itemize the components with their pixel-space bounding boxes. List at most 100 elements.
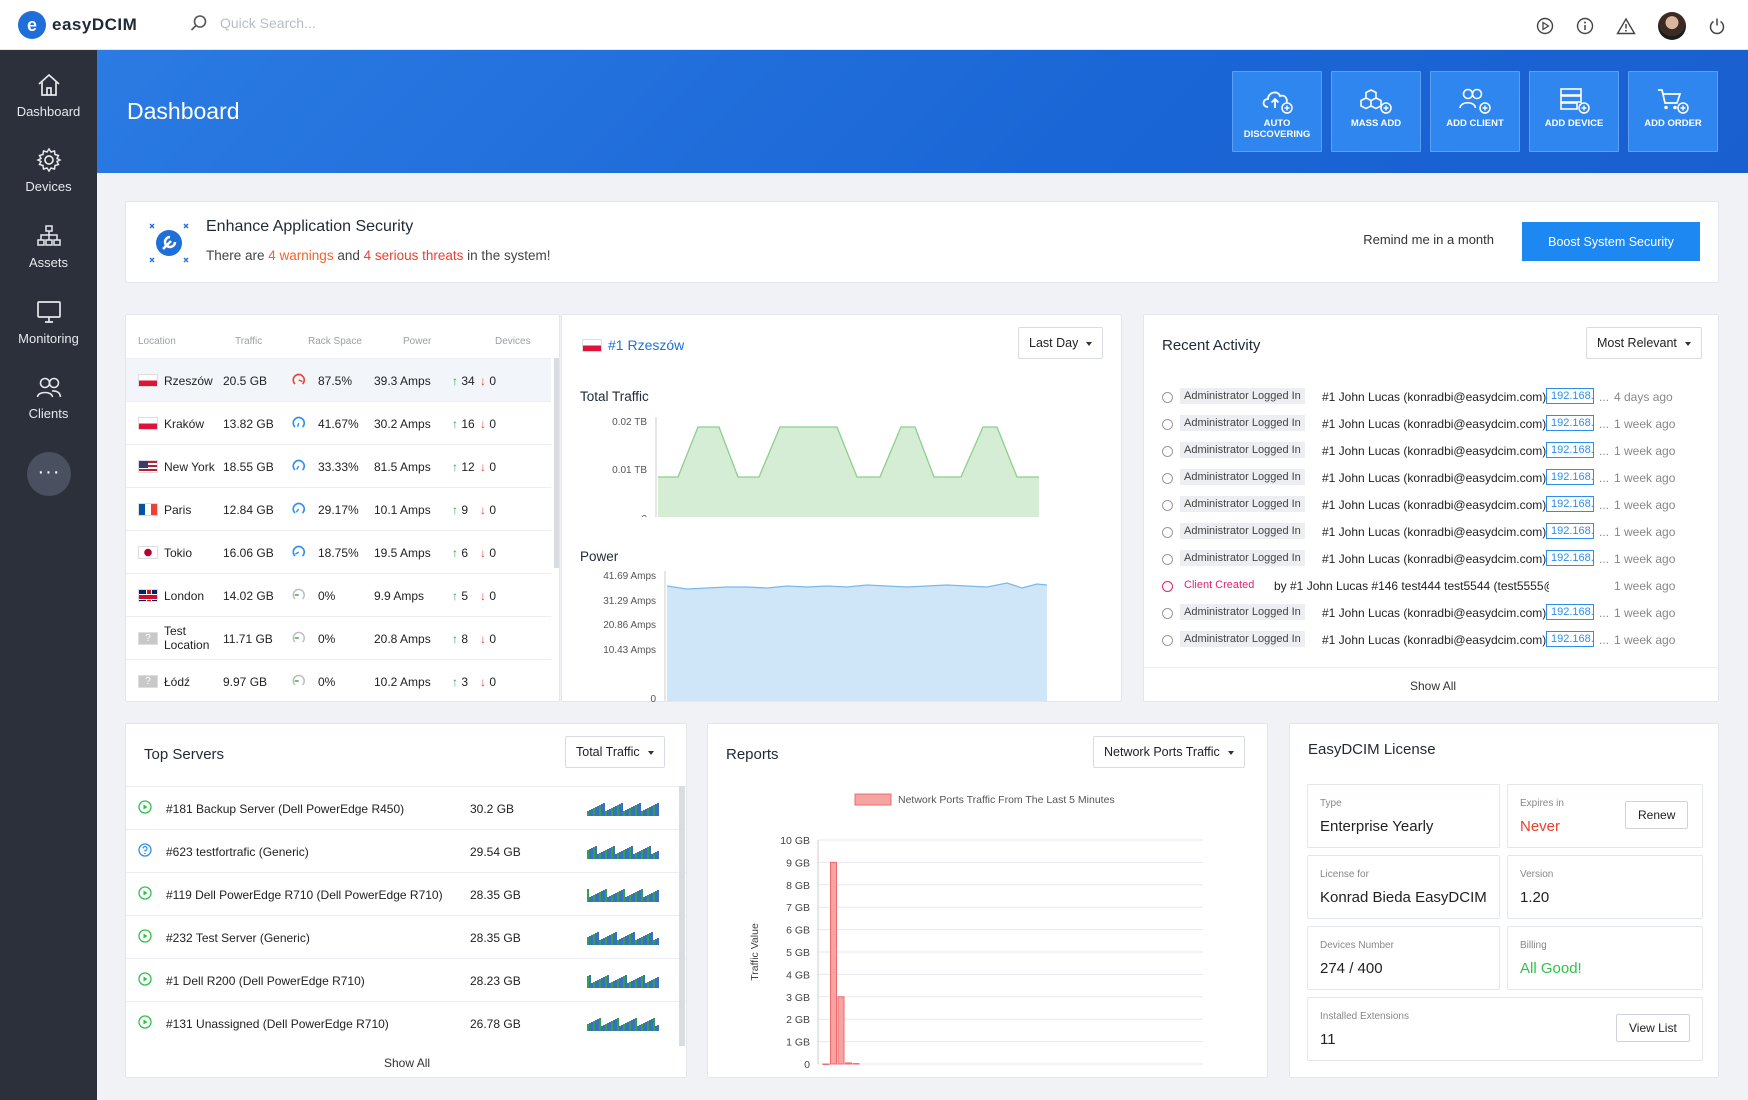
view-list-button[interactable]: View List [1616,1014,1690,1042]
location-name[interactable]: Test Location [164,624,224,652]
server-row[interactable]: #119 Dell PowerEdge R710 (Dell PowerEdge… [126,872,686,915]
server-name[interactable]: #1 Dell R200 (Dell PowerEdge R710) [166,974,365,988]
activity-ip[interactable]: 192.168.1.1 [1546,388,1594,404]
search-input[interactable] [220,15,420,31]
activity-row[interactable]: Administrator Logged In #1 John Lucas (k… [1162,630,1722,654]
location-row[interactable]: New York 18.55 GB 33.33% 81.5 Amps ↑ 12 … [126,444,551,487]
logo[interactable]: e easyDCIM [18,11,137,39]
activity-ip[interactable]: 192.168.1.1 [1546,631,1594,647]
renew-button[interactable]: Renew [1625,801,1688,829]
boost-security-button[interactable]: Boost System Security [1522,222,1700,261]
location-name[interactable]: Kraków [164,417,224,431]
server-name[interactable]: #623 testfortrafic (Generic) [166,845,309,859]
activity-user[interactable]: #1 John Lucas (konradbi@easydcim.com) [1322,606,1562,620]
play-circle-icon[interactable] [1536,17,1554,35]
location-row[interactable]: Paris 12.84 GB 29.17% 10.1 Amps ↑ 9 ↓ 0 [126,487,551,530]
avatar[interactable] [1658,12,1686,40]
auto-discovering-button[interactable]: AUTO DISCOVERING [1232,71,1322,152]
location-name[interactable]: New York [164,460,224,474]
activity-radio[interactable] [1162,608,1173,619]
location-name[interactable]: London [164,589,224,603]
activity-user[interactable]: #1 John Lucas (konradbi@easydcim.com) [1322,417,1562,431]
info-icon[interactable] [1576,17,1594,35]
warning-icon[interactable] [1616,17,1636,35]
activity-row[interactable]: Administrator Logged In #1 John Lucas (k… [1162,495,1722,519]
activity-radio[interactable] [1162,446,1173,457]
activity-user[interactable]: #1 John Lucas (konradbi@easydcim.com) [1322,552,1562,566]
top-servers-filter[interactable]: Total Traffic [565,736,665,768]
server-row[interactable]: #232 Test Server (Generic) 28.35 GB [126,915,686,958]
add-order-button[interactable]: ADD ORDER [1628,71,1718,152]
server-name[interactable]: #232 Test Server (Generic) [166,931,310,945]
threats-count[interactable]: 4 serious threats [364,248,464,263]
activity-radio[interactable] [1162,581,1173,592]
server-row[interactable]: #1 Dell R200 (Dell PowerEdge R710) 28.23… [126,958,686,1001]
activity-show-all[interactable]: Show All [1410,679,1456,693]
activity-row[interactable]: Administrator Logged In #1 John Lucas (k… [1162,522,1722,546]
server-row[interactable]: #181 Backup Server (Dell PowerEdge R450)… [126,786,686,829]
sidebar-item-devices[interactable]: Devices [0,147,97,194]
activity-row[interactable]: Administrator Logged In #1 John Lucas (k… [1162,414,1722,438]
warnings-count[interactable]: 4 warnings [268,248,333,263]
activity-ip[interactable]: 192.168.1.1 [1546,604,1594,620]
location-row[interactable]: Tokio 16.06 GB 18.75% 19.5 Amps ↑ 6 ↓ 0 [126,530,551,573]
add-client-button[interactable]: ADD CLIENT [1430,71,1520,152]
activity-ip[interactable]: 192.168.1.1 [1546,469,1594,485]
location-name[interactable]: Łódź [164,675,224,689]
scrollbar[interactable] [679,786,685,1046]
activity-row[interactable]: Administrator Logged In #1 John Lucas (k… [1162,549,1722,573]
activity-ip[interactable]: 192.168.1.1 [1546,442,1594,458]
activity-radio[interactable] [1162,635,1173,646]
server-row[interactable]: #623 testfortrafic (Generic) 29.54 GB [126,829,686,872]
activity-user[interactable]: #1 John Lucas (konradbi@easydcim.com) [1322,498,1562,512]
reports-filter[interactable]: Network Ports Traffic [1093,736,1245,768]
range-dropdown[interactable]: Last Day [1018,327,1103,359]
activity-row[interactable]: Administrator Logged In #1 John Lucas (k… [1162,441,1722,465]
server-row[interactable]: #131 Unassigned (Dell PowerEdge R710) 26… [126,1001,686,1044]
mass-add-button[interactable]: MASS ADD [1331,71,1421,152]
scrollbar[interactable] [554,358,560,568]
activity-ip[interactable]: 192.168.1.1 [1546,550,1594,566]
more-button[interactable]: ··· [27,452,71,496]
activity-radio[interactable] [1162,527,1173,538]
remind-later-link[interactable]: Remind me in a month [1363,232,1494,247]
location-row[interactable]: ? Łódź 9.97 GB 0% 10.2 Amps ↑ 3 ↓ 0 [126,659,551,702]
activity-row[interactable]: Administrator Logged In #1 John Lucas (k… [1162,387,1722,411]
location-name[interactable]: Tokio [164,546,224,560]
activity-user[interactable]: #1 John Lucas (konradbi@easydcim.com) [1322,390,1562,404]
activity-ip[interactable]: 192.168.1.1 [1546,496,1594,512]
activity-radio[interactable] [1162,554,1173,565]
location-row[interactable]: London 14.02 GB 0% 9.9 Amps ↑ 5 ↓ 0 [126,573,551,616]
activity-row[interactable]: Administrator Logged In #1 John Lucas (k… [1162,468,1722,492]
activity-row[interactable]: Administrator Logged In #1 John Lucas (k… [1162,603,1722,627]
sidebar-item-assets[interactable]: Assets [0,223,97,270]
location-name[interactable]: Paris [164,503,224,517]
activity-user[interactable]: by #1 John Lucas #146 test444 test5544 (… [1274,579,1549,593]
power-icon[interactable] [1708,17,1726,35]
activity-radio[interactable] [1162,500,1173,511]
activity-user[interactable]: #1 John Lucas (konradbi@easydcim.com) [1322,633,1562,647]
activity-radio[interactable] [1162,419,1173,430]
location-name[interactable]: Rzeszów [164,374,224,388]
servers-show-all[interactable]: Show All [384,1056,430,1070]
server-name[interactable]: #181 Backup Server (Dell PowerEdge R450) [166,802,404,816]
location-row[interactable]: Kraków 13.82 GB 41.67% 30.2 Amps ↑ 16 ↓ … [126,401,551,444]
server-name[interactable]: #119 Dell PowerEdge R710 (Dell PowerEdge… [166,888,443,902]
activity-user[interactable]: #1 John Lucas (konradbi@easydcim.com) [1322,444,1562,458]
location-row[interactable]: ? Test Location 11.71 GB 0% 20.8 Amps ↑ … [126,616,551,659]
activity-ip[interactable]: 192.168.1.1 [1546,523,1594,539]
sidebar-item-dashboard[interactable]: Dashboard [0,72,97,119]
sidebar-item-monitoring[interactable]: Monitoring [0,299,97,346]
activity-ip[interactable]: 192.168.1.1 [1546,415,1594,431]
location-name[interactable]: #1 Rzeszów [608,337,684,353]
activity-user[interactable]: #1 John Lucas (konradbi@easydcim.com) [1322,471,1562,485]
add-device-button[interactable]: ADD DEVICE [1529,71,1619,152]
activity-user[interactable]: #1 John Lucas (konradbi@easydcim.com) [1322,525,1562,539]
activity-row[interactable]: Client Created by #1 John Lucas #146 tes… [1162,576,1722,600]
activity-radio[interactable] [1162,392,1173,403]
sidebar-item-clients[interactable]: Clients [0,374,97,421]
location-row[interactable]: Rzeszów 20.5 GB 87.5% 39.3 Amps ↑ 34 ↓ 0 [126,358,551,401]
activity-radio[interactable] [1162,473,1173,484]
server-name[interactable]: #131 Unassigned (Dell PowerEdge R710) [166,1017,389,1031]
relevance-dropdown[interactable]: Most Relevant [1586,327,1702,359]
